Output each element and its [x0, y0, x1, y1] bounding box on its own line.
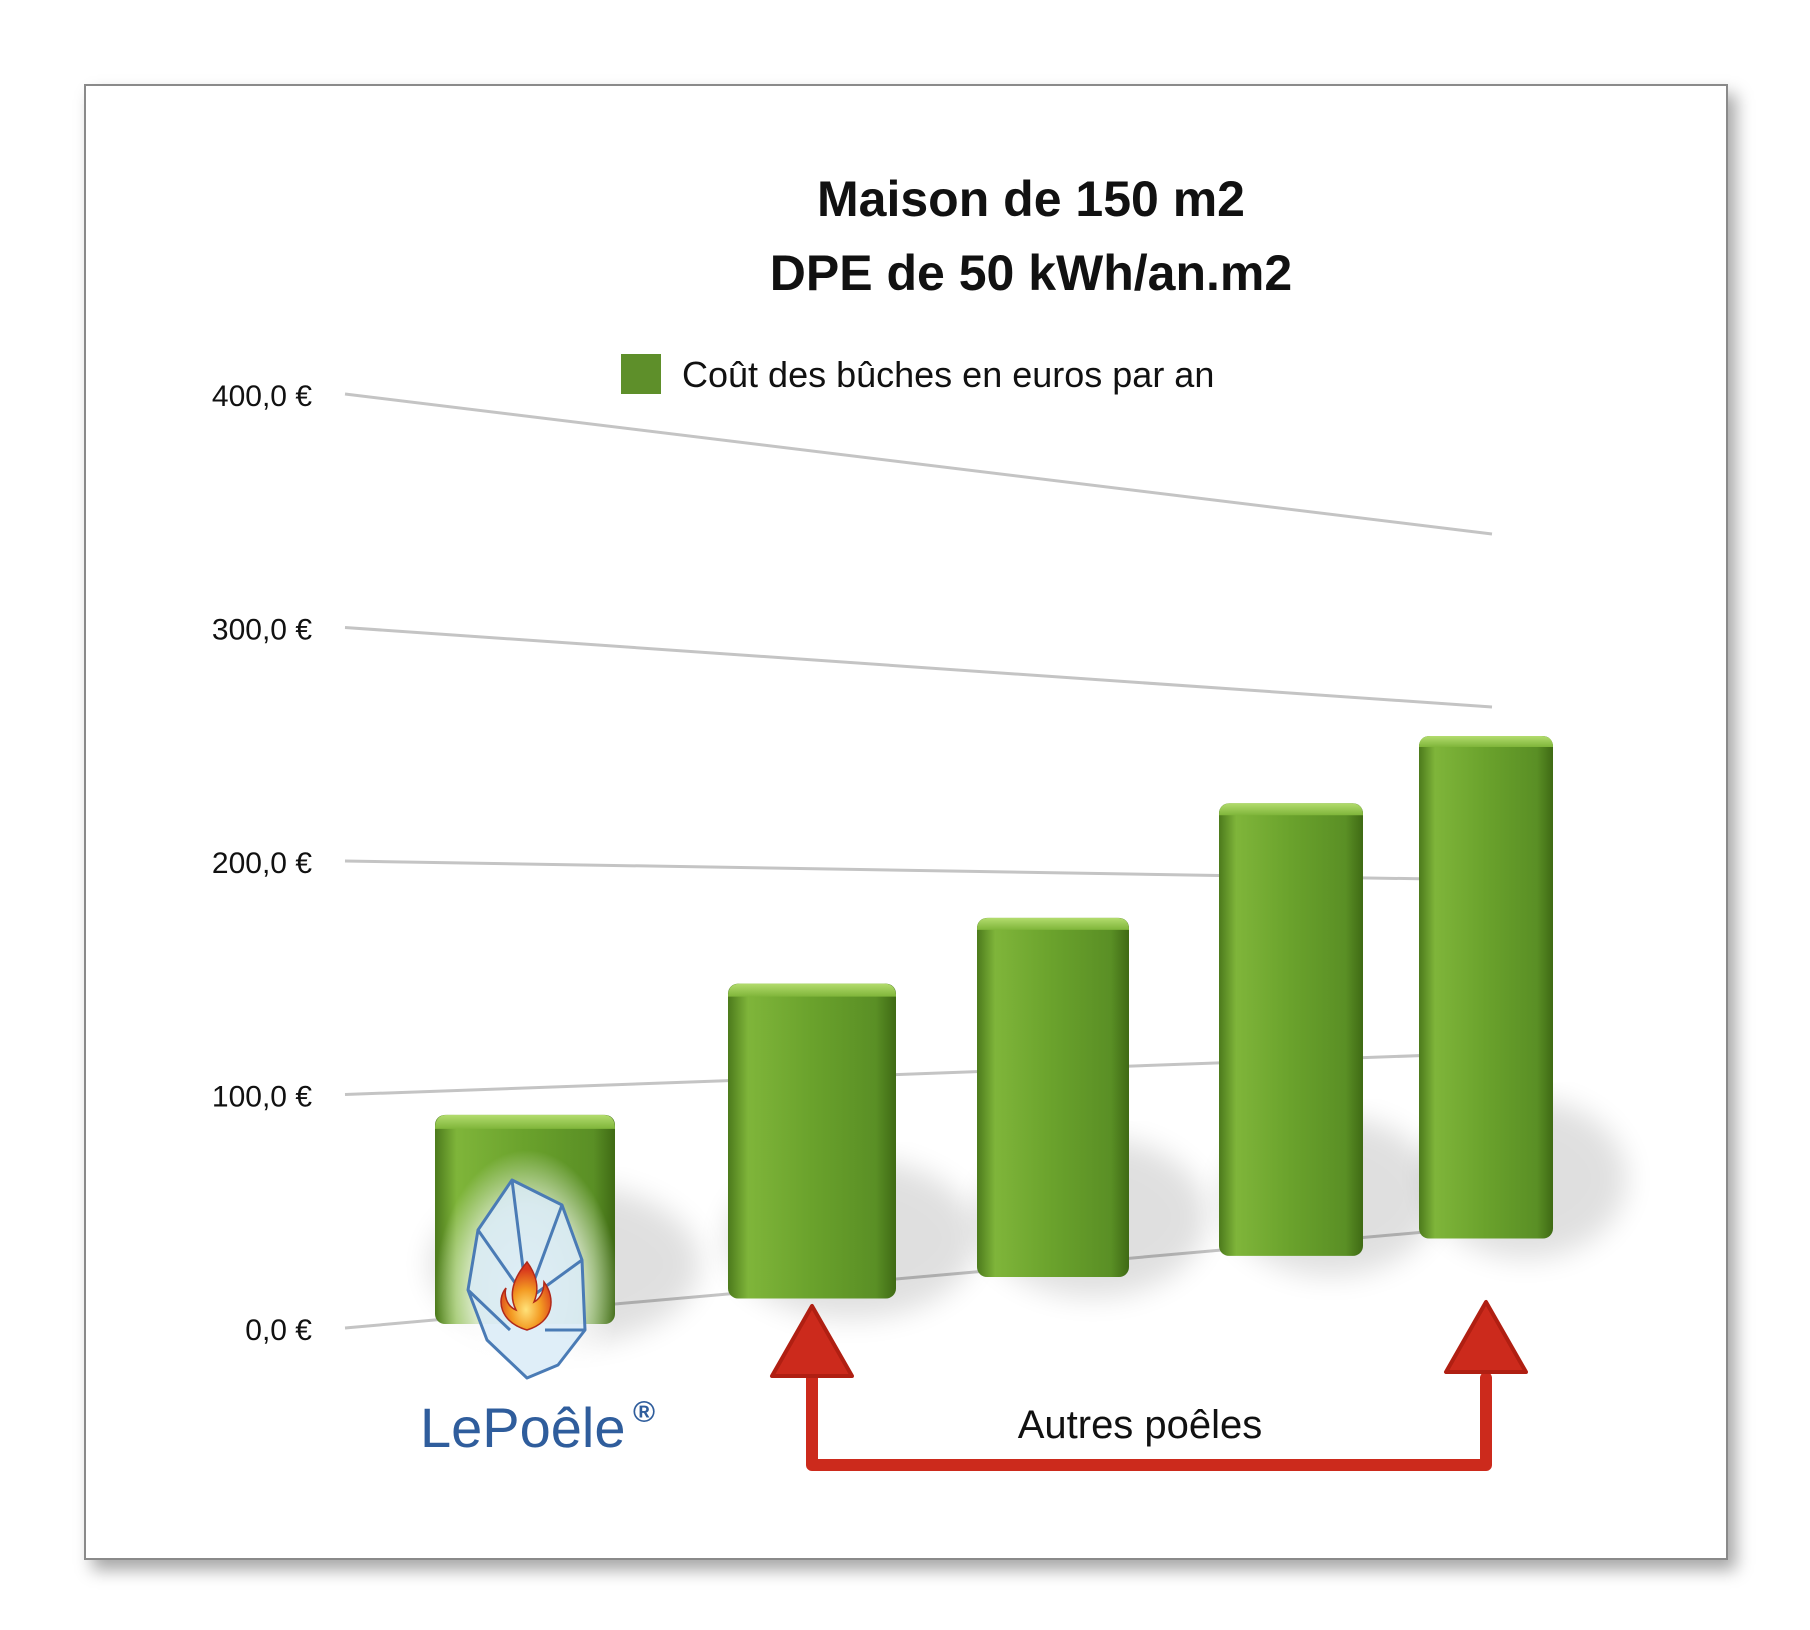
- y-tick-label: 200,0 €: [212, 847, 312, 880]
- chart-title-line2: DPE de 50 kWh/an.m2: [770, 245, 1292, 301]
- y-tick-label: 400,0 €: [212, 380, 312, 413]
- bar: [726, 983, 978, 1319]
- group-label: Autres poêles: [1018, 1403, 1263, 1447]
- bar-body: [1219, 803, 1363, 1256]
- bar-top: [435, 1114, 615, 1129]
- bar-top: [1419, 736, 1553, 748]
- legend-swatch: [621, 354, 661, 394]
- logo-registered-mark: ®: [633, 1396, 655, 1429]
- left-arrowhead-icon: [770, 1304, 854, 1378]
- bar-body: [728, 983, 896, 1299]
- legend-label: Coût des bûches en euros par an: [682, 354, 1214, 395]
- bar-body: [1419, 736, 1553, 1239]
- lepoele-logo: LePoêle ®: [420, 1150, 655, 1459]
- bar: [977, 917, 1207, 1298]
- bar-top: [1219, 803, 1363, 816]
- bar-body: [977, 917, 1129, 1278]
- y-tick-label: 300,0 €: [212, 614, 312, 647]
- y-tick-label: 0,0 €: [245, 1314, 312, 1347]
- bracket-arrow-icon: [806, 1372, 1492, 1471]
- bar-top: [728, 983, 896, 997]
- y-axis-ticks: 0,0 € 100,0 € 200,0 € 300,0 € 400,0 €: [212, 380, 312, 1347]
- legend: Coût des bûches en euros par an: [621, 354, 1214, 395]
- flame-icon: [500, 1260, 552, 1331]
- chart-title: Maison de 150 m2 DPE de 50 kWh/an.m2: [770, 171, 1292, 301]
- bar: [1219, 803, 1439, 1276]
- chart-title-line1: Maison de 150 m2: [817, 171, 1245, 227]
- right-arrowhead-icon: [1444, 1300, 1528, 1374]
- other-stoves-bracket: Autres poêles: [770, 1300, 1528, 1471]
- logo-text: LePoêle: [420, 1396, 626, 1459]
- bar: [1419, 736, 1627, 1259]
- gridline: [344, 626, 1493, 709]
- y-tick-label: 100,0 €: [212, 1081, 312, 1114]
- gridline: [344, 392, 1493, 536]
- bar-top: [977, 917, 1129, 930]
